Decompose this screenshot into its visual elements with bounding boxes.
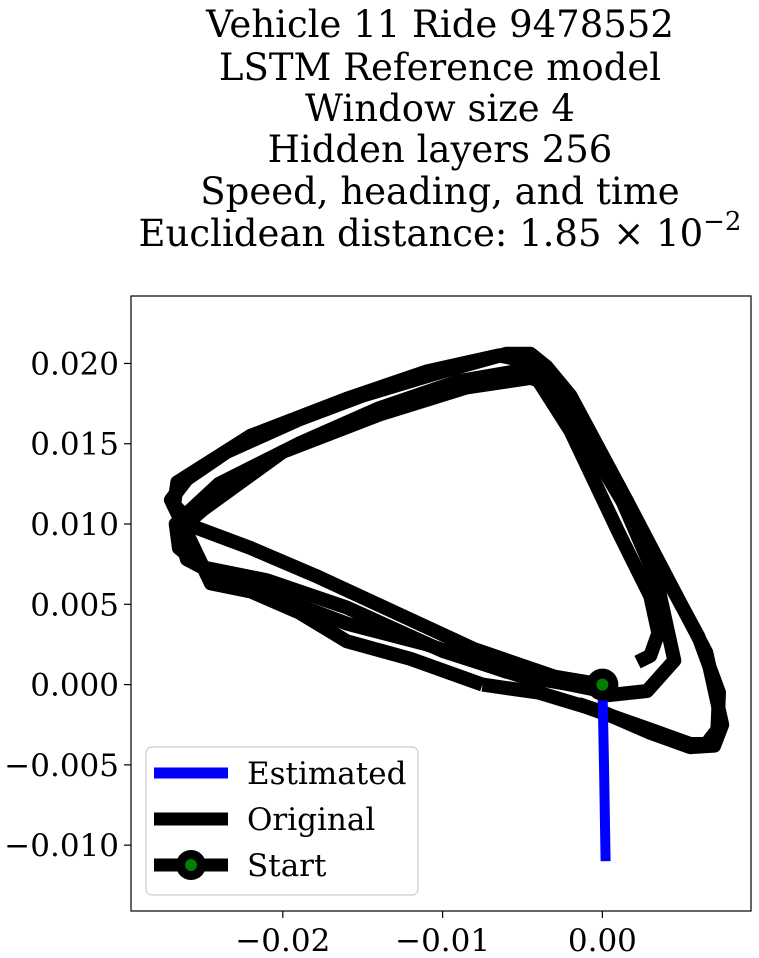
plot-frame xyxy=(130,295,752,912)
axes: −0.02 −0.01 0.00 0.020 0.015 0.010 0.005 0.000 −… xyxy=(4,346,637,958)
title-line: Vehicle 11 Ride 9478552 xyxy=(205,3,674,46)
y-tick-label: −0.010 xyxy=(4,828,119,864)
x-tick-label: −0.02 xyxy=(235,923,330,958)
legend-label-estimated: Estimated xyxy=(247,756,406,792)
legend-label-start: Start xyxy=(247,848,327,884)
estimated-series-line xyxy=(597,684,611,862)
start-marker-inner xyxy=(596,678,609,691)
legend: Estimated Original Start xyxy=(145,746,419,896)
y-tick-label: −0.005 xyxy=(4,748,119,784)
y-tick-label: 0.000 xyxy=(30,668,119,704)
legend-start-marker-inner xyxy=(185,859,197,871)
x-tick-label: 0.00 xyxy=(568,923,637,958)
title-line: Hidden layers 256 xyxy=(268,128,613,171)
title-line: LSTM Reference model xyxy=(219,46,661,89)
title-exponent: −2 xyxy=(703,207,741,237)
title-line: Speed, heading, and time xyxy=(200,170,679,213)
legend-label-original: Original xyxy=(247,802,375,838)
y-tick-label: 0.015 xyxy=(30,427,119,463)
y-tick-label: 0.010 xyxy=(30,507,119,543)
legend-frame xyxy=(145,746,419,896)
original-series-line xyxy=(163,346,730,755)
title-line: Window size 4 xyxy=(305,87,575,130)
title-line: Euclidean distance: 1.85 × 10−2 xyxy=(139,207,742,255)
x-tick-label: −0.01 xyxy=(395,923,490,958)
y-tick-label: 0.005 xyxy=(30,587,119,623)
series-group xyxy=(163,346,730,862)
y-tick-label: 0.020 xyxy=(30,346,119,382)
